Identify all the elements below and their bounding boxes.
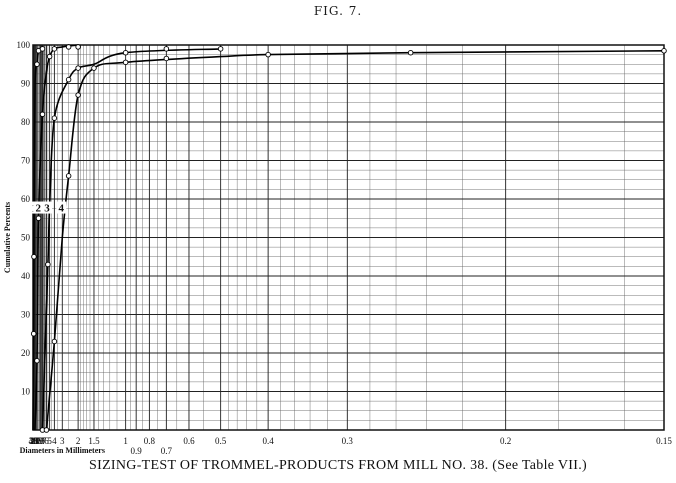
y-axis-title: Cumulative Percents bbox=[3, 202, 12, 273]
y-tick-label: 40 bbox=[21, 271, 31, 281]
series-label-2: 2 bbox=[35, 203, 41, 215]
y-tick-label: 10 bbox=[21, 387, 31, 397]
series-4-point bbox=[407, 49, 414, 56]
x-tick-label: 0.4 bbox=[263, 436, 275, 446]
x-tick-label: 20 bbox=[31, 436, 41, 446]
x-tick-label-lower: 0.7 bbox=[161, 446, 173, 456]
figure-caption: SIZING-TEST OF TROMMEL-PRODUCTS FROM MIL… bbox=[89, 458, 587, 473]
x-tick-label: 0.3 bbox=[342, 436, 354, 446]
x-tick-label: 8 bbox=[40, 436, 45, 446]
series-4-point bbox=[75, 92, 81, 98]
x-tick-label: 25 bbox=[30, 436, 40, 446]
y-tick-label: 60 bbox=[21, 194, 31, 204]
series-4-point bbox=[122, 59, 129, 66]
x-tick-label: 0.5 bbox=[215, 436, 227, 446]
series-label-3: 3 bbox=[44, 203, 50, 215]
x-tick-label: 2 bbox=[76, 436, 81, 446]
x-tick-label: 1.5 bbox=[88, 436, 100, 446]
series-1-point bbox=[39, 46, 46, 52]
series-1-point bbox=[30, 331, 37, 337]
series-4-point bbox=[51, 338, 58, 345]
x-axis-title: Diameters in Millimeters bbox=[20, 446, 105, 455]
series-3-point bbox=[163, 46, 170, 52]
series-3-point bbox=[122, 49, 129, 56]
x-tick-label: 40 bbox=[29, 436, 39, 446]
y-tick-label: 90 bbox=[21, 79, 31, 89]
x-tick-label-lower: 0.9 bbox=[131, 446, 143, 456]
series-2-point bbox=[65, 44, 72, 50]
series-2-point bbox=[34, 357, 40, 364]
series-2-point bbox=[39, 111, 46, 118]
x-tick-label: 0.6 bbox=[183, 436, 195, 446]
y-tick-label: 80 bbox=[21, 117, 31, 127]
x-tick-label: 3 bbox=[60, 436, 65, 446]
y-tick-label: 70 bbox=[21, 156, 31, 166]
x-tick-label: 9 bbox=[39, 436, 44, 446]
series-4-point bbox=[163, 55, 170, 62]
x-tick-label: 30 bbox=[29, 436, 39, 446]
y-tick-label: 30 bbox=[21, 310, 31, 320]
x-tick-label: 0.15 bbox=[656, 436, 672, 446]
series-4-point bbox=[91, 65, 97, 71]
series-2-point bbox=[51, 46, 58, 52]
series-3-point bbox=[45, 261, 51, 268]
series-3-point bbox=[217, 46, 224, 52]
series-1-point bbox=[31, 253, 37, 260]
series-2-point bbox=[75, 44, 81, 50]
series-4-point bbox=[661, 48, 667, 54]
series-1-point bbox=[34, 61, 40, 68]
x-tick-label: 6 bbox=[44, 436, 49, 446]
y-tick-label: 20 bbox=[21, 348, 31, 358]
x-tick-label: 35 bbox=[29, 436, 39, 446]
series-label-bg bbox=[33, 201, 44, 214]
y-tick-label: 50 bbox=[21, 233, 31, 243]
figure-label: FIG. 7. bbox=[313, 4, 363, 18]
series-line-4 bbox=[45, 50, 665, 431]
series-label-bg bbox=[56, 201, 67, 214]
series-3-point bbox=[65, 76, 72, 83]
series-3-point bbox=[51, 115, 58, 121]
x-tick-label: 4 bbox=[52, 436, 57, 446]
series-label-4: 4 bbox=[59, 203, 65, 215]
x-tick-label: 0.8 bbox=[144, 436, 156, 446]
series-layer: 1234 bbox=[29, 44, 667, 433]
y-tick-label: 100 bbox=[17, 40, 31, 50]
series-line-2 bbox=[34, 44, 79, 431]
series-3-point bbox=[75, 65, 81, 71]
x-tick-label: 15 bbox=[32, 436, 42, 446]
x-tick-label: 5 bbox=[47, 436, 52, 446]
series-4-point bbox=[65, 173, 72, 179]
series-2-point bbox=[46, 53, 53, 60]
series-4-point bbox=[43, 427, 50, 433]
x-tick-label: 1 bbox=[123, 436, 128, 446]
plot-frame bbox=[32, 44, 665, 431]
x-tick-label: 7 bbox=[42, 436, 47, 446]
series-2-point bbox=[35, 215, 42, 221]
series-label-bg bbox=[42, 201, 53, 214]
x-tick-label: 10 bbox=[36, 436, 46, 446]
series-4-point bbox=[265, 51, 271, 58]
series-line-3 bbox=[41, 48, 221, 431]
x-tick-label: 0.2 bbox=[500, 436, 511, 446]
y-axis-ticks: 10 20 30 40 50 60 70 80 90 100 bbox=[17, 40, 31, 397]
